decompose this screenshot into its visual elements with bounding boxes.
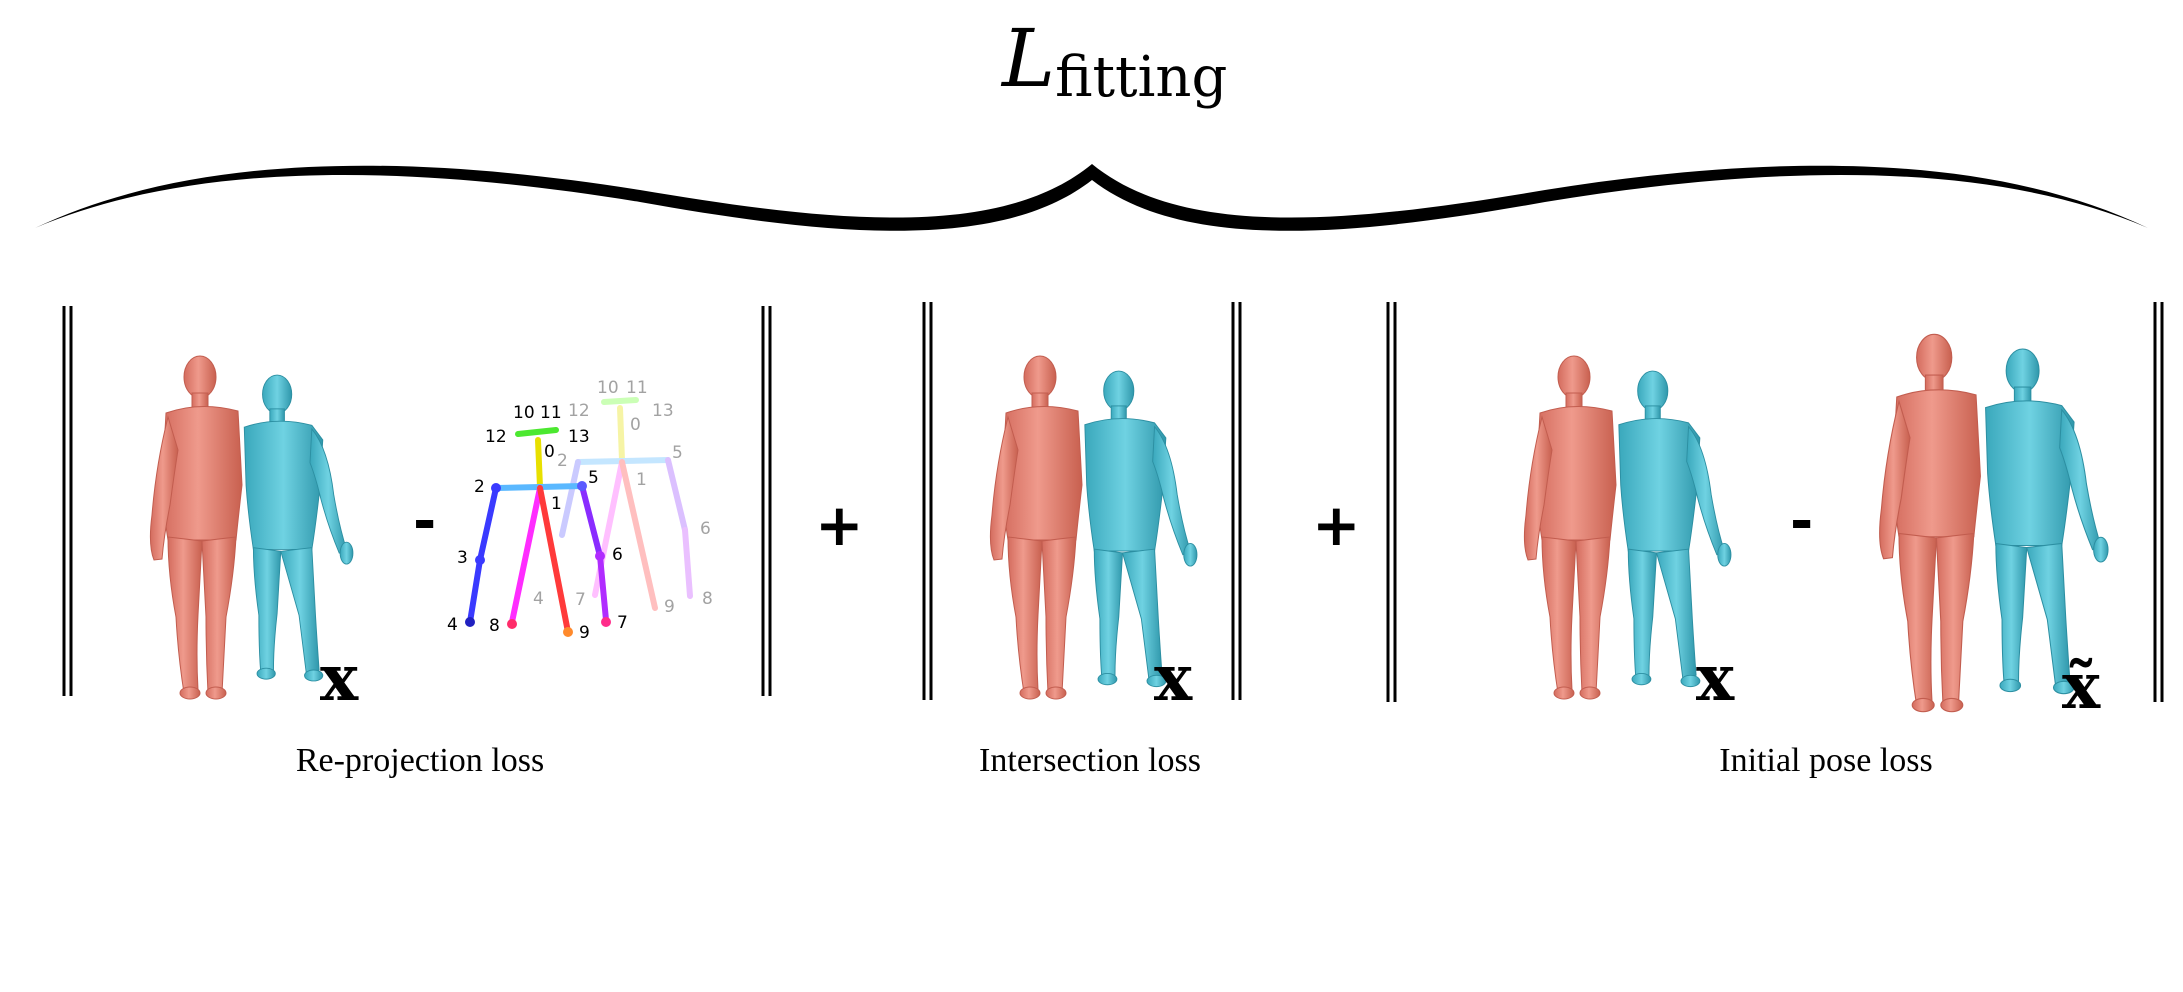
svg-text:8: 8	[489, 616, 500, 636]
minus-operator-2: -	[1790, 489, 1813, 554]
skeleton-bold-labels: 10 11 12 13 0 2 5 1 3 6 4 8 9 7	[447, 403, 628, 643]
title-subscript: fitting	[1055, 45, 1228, 110]
svg-text:2: 2	[474, 477, 485, 497]
svg-text:10: 10	[597, 378, 619, 398]
curly-brace	[35, 164, 2148, 231]
svg-text:7: 7	[617, 613, 628, 633]
svg-text:12: 12	[568, 401, 590, 421]
svg-text:13: 13	[652, 401, 674, 421]
svg-text:0: 0	[630, 415, 641, 435]
caption-reprojection: Re-projection loss	[295, 742, 545, 779]
svg-text:1: 1	[551, 494, 562, 514]
title-symbol: L	[1002, 12, 1056, 105]
svg-text:1: 1	[636, 470, 647, 490]
svg-text:0: 0	[544, 442, 555, 462]
svg-text:3: 3	[457, 548, 468, 568]
x-var-intersection: x	[1154, 641, 1193, 716]
svg-text:2: 2	[557, 451, 568, 471]
svg-text:12: 12	[485, 427, 507, 447]
x-var-initial: x	[1696, 641, 1735, 716]
plus-operator-2: +	[1312, 491, 1361, 559]
reprojection-norm	[62, 306, 772, 696]
svg-text:13: 13	[568, 427, 590, 447]
svg-text:11: 11	[540, 403, 562, 423]
initial-pose-norm	[1386, 302, 2164, 702]
svg-text:5: 5	[588, 468, 599, 488]
svg-text:9: 9	[664, 597, 675, 617]
svg-text:4: 4	[533, 589, 544, 609]
skeleton-faded-labels: 10 11 12 13 0 2 5 1 6 4 7 9 8	[533, 378, 713, 617]
svg-text:10: 10	[513, 403, 535, 423]
intersection-norm	[922, 302, 1242, 700]
x-tilde-var: x̃	[2062, 649, 2101, 724]
plus-operator-1: +	[815, 491, 864, 559]
svg-text:5: 5	[672, 443, 683, 463]
svg-text:11: 11	[626, 378, 648, 398]
title-l-fitting: Lfitting	[1002, 12, 1227, 110]
svg-text:6: 6	[700, 519, 711, 539]
x-var-reprojection: x	[320, 641, 359, 716]
caption-intersection: Intersection loss	[979, 742, 1201, 779]
caption-initial-pose: Initial pose loss	[1719, 742, 1933, 779]
svg-text:9: 9	[579, 623, 590, 643]
skeleton-faded	[559, 397, 693, 611]
minus-operator-1: -	[413, 489, 436, 554]
svg-text:6: 6	[612, 545, 623, 565]
skeleton-bold	[465, 427, 611, 637]
svg-text:8: 8	[702, 589, 713, 609]
svg-text:7: 7	[575, 590, 586, 610]
svg-text:4: 4	[447, 615, 458, 635]
